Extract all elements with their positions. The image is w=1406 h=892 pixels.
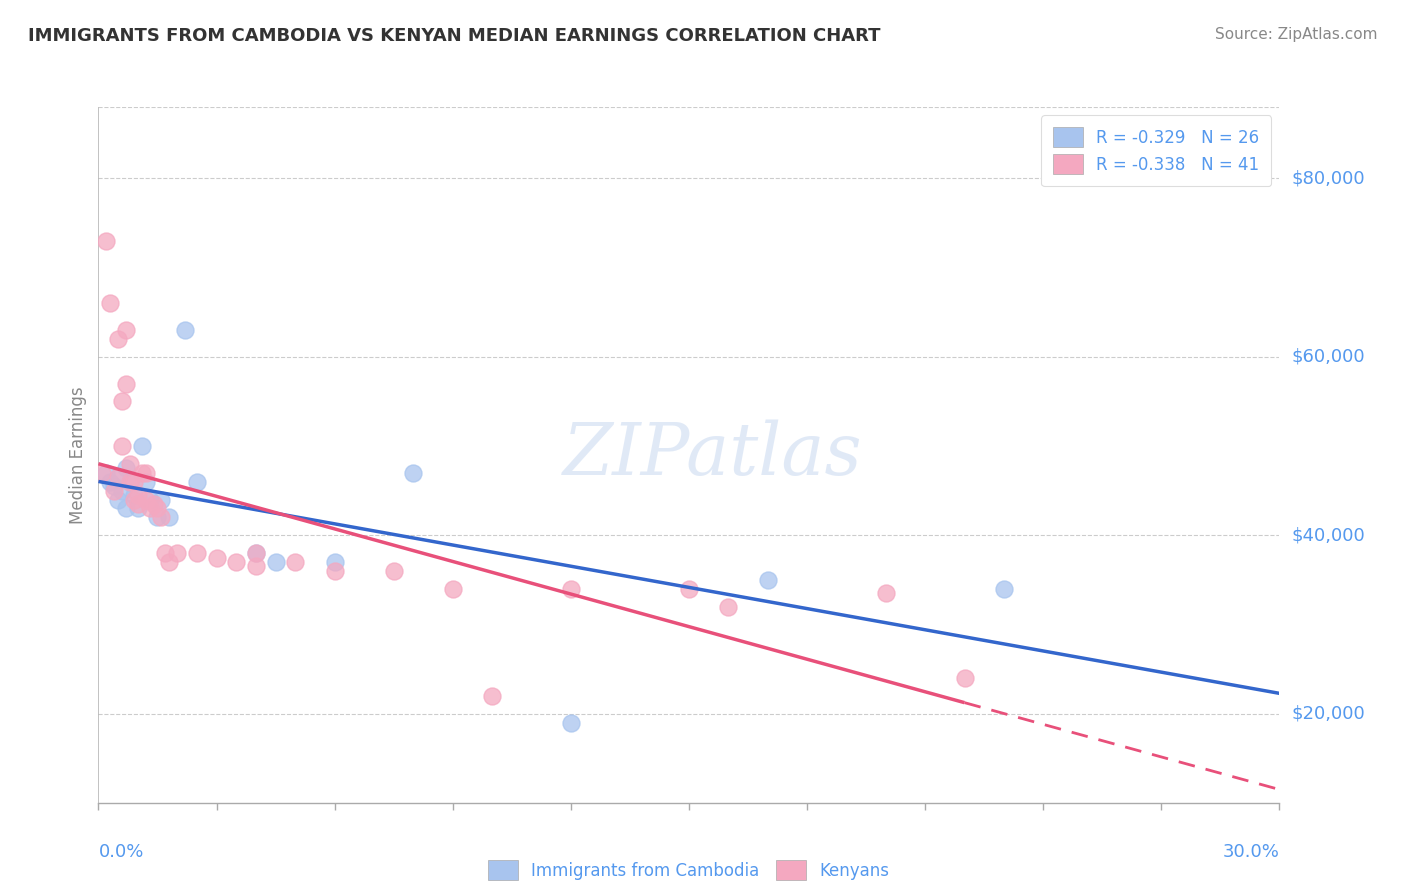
Point xyxy=(131,439,153,453)
Point xyxy=(107,470,129,484)
Point xyxy=(138,501,160,516)
Point xyxy=(98,296,121,310)
Point xyxy=(323,555,346,569)
Point xyxy=(150,492,173,507)
Point xyxy=(138,492,160,507)
Point xyxy=(481,689,503,703)
Text: $20,000: $20,000 xyxy=(1291,705,1365,723)
Point xyxy=(115,376,138,391)
Point xyxy=(150,510,173,524)
Point xyxy=(323,564,346,578)
Point xyxy=(103,479,125,493)
Point xyxy=(756,573,779,587)
Text: 30.0%: 30.0% xyxy=(1223,843,1279,861)
Point xyxy=(186,546,208,560)
Point xyxy=(157,555,180,569)
Point xyxy=(107,492,129,507)
Point xyxy=(111,394,134,409)
Point xyxy=(142,497,165,511)
Text: ZIPatlas: ZIPatlas xyxy=(562,419,862,491)
Point xyxy=(115,323,138,337)
Text: $60,000: $60,000 xyxy=(1291,348,1365,366)
Point xyxy=(127,488,149,502)
Point xyxy=(118,457,141,471)
Point xyxy=(166,546,188,560)
Point xyxy=(157,510,180,524)
Point xyxy=(135,492,157,507)
Point xyxy=(103,483,125,498)
Text: $40,000: $40,000 xyxy=(1291,526,1365,544)
Point xyxy=(717,599,740,614)
Point xyxy=(245,546,267,560)
Text: 0.0%: 0.0% xyxy=(98,843,143,861)
Point xyxy=(98,475,121,489)
Text: $80,000: $80,000 xyxy=(1291,169,1365,187)
Point xyxy=(186,475,208,489)
Point xyxy=(131,466,153,480)
Point xyxy=(560,582,582,596)
Point xyxy=(127,497,149,511)
Point xyxy=(115,501,138,516)
Point xyxy=(678,582,700,596)
Point xyxy=(245,559,267,574)
Point xyxy=(146,501,169,516)
Point xyxy=(96,466,118,480)
Text: IMMIGRANTS FROM CAMBODIA VS KENYAN MEDIAN EARNINGS CORRELATION CHART: IMMIGRANTS FROM CAMBODIA VS KENYAN MEDIA… xyxy=(28,27,880,45)
Point xyxy=(875,586,897,600)
Point xyxy=(96,234,118,248)
Text: Source: ZipAtlas.com: Source: ZipAtlas.com xyxy=(1215,27,1378,42)
Point xyxy=(107,332,129,346)
Point xyxy=(135,475,157,489)
Point xyxy=(225,555,247,569)
Point xyxy=(205,550,228,565)
Point xyxy=(441,582,464,596)
Point xyxy=(174,323,197,337)
Point xyxy=(245,546,267,560)
Point xyxy=(993,582,1015,596)
Point xyxy=(155,546,177,560)
Point xyxy=(118,475,141,489)
Point xyxy=(284,555,307,569)
Point xyxy=(264,555,287,569)
Y-axis label: Median Earnings: Median Earnings xyxy=(69,386,87,524)
Point xyxy=(111,439,134,453)
Point xyxy=(146,510,169,524)
Point xyxy=(560,715,582,730)
Point xyxy=(122,492,145,507)
Point xyxy=(91,466,114,480)
Point xyxy=(111,483,134,498)
Point xyxy=(118,475,141,489)
Point xyxy=(402,466,425,480)
Point xyxy=(382,564,405,578)
Point xyxy=(953,671,976,685)
Point xyxy=(127,501,149,516)
Point xyxy=(135,466,157,480)
Point xyxy=(115,461,138,475)
Point xyxy=(122,488,145,502)
Point xyxy=(122,475,145,489)
Legend: Immigrants from Cambodia, Kenyans: Immigrants from Cambodia, Kenyans xyxy=(477,848,901,892)
Point xyxy=(107,470,129,484)
